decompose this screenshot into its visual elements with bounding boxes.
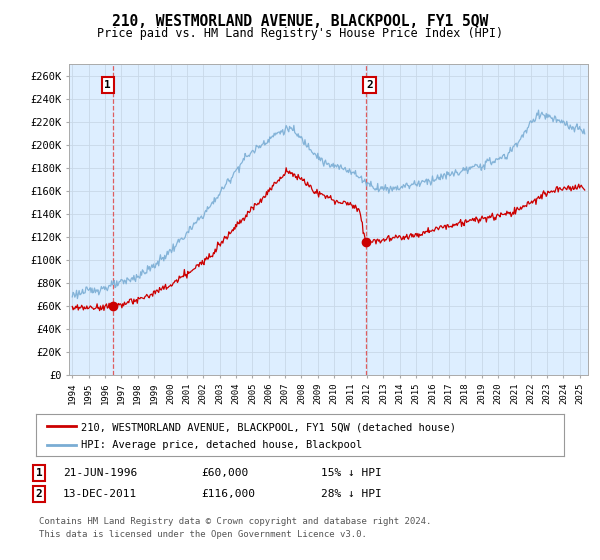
Text: 2: 2 (35, 489, 43, 499)
Text: 15% ↓ HPI: 15% ↓ HPI (321, 468, 382, 478)
Text: 1: 1 (104, 80, 111, 90)
Text: This data is licensed under the Open Government Licence v3.0.: This data is licensed under the Open Gov… (39, 530, 367, 539)
Text: 210, WESTMORLAND AVENUE, BLACKPOOL, FY1 5QW (detached house): 210, WESTMORLAND AVENUE, BLACKPOOL, FY1 … (81, 422, 456, 432)
Text: £60,000: £60,000 (201, 468, 248, 478)
Text: 210, WESTMORLAND AVENUE, BLACKPOOL, FY1 5QW: 210, WESTMORLAND AVENUE, BLACKPOOL, FY1 … (112, 14, 488, 29)
Text: £116,000: £116,000 (201, 489, 255, 499)
Text: 28% ↓ HPI: 28% ↓ HPI (321, 489, 382, 499)
Text: Price paid vs. HM Land Registry's House Price Index (HPI): Price paid vs. HM Land Registry's House … (97, 27, 503, 40)
Text: 21-JUN-1996: 21-JUN-1996 (63, 468, 137, 478)
Text: 1: 1 (35, 468, 43, 478)
Text: 13-DEC-2011: 13-DEC-2011 (63, 489, 137, 499)
Text: Contains HM Land Registry data © Crown copyright and database right 2024.: Contains HM Land Registry data © Crown c… (39, 517, 431, 526)
Text: 2: 2 (366, 80, 373, 90)
Text: HPI: Average price, detached house, Blackpool: HPI: Average price, detached house, Blac… (81, 441, 362, 450)
